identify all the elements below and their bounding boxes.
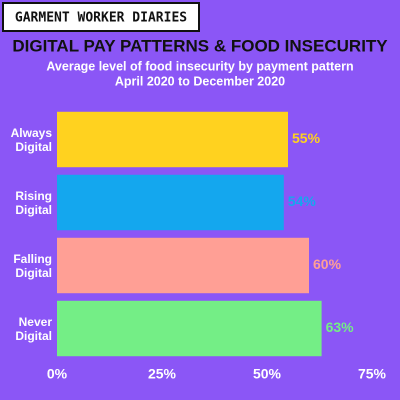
bar: [57, 300, 322, 357]
subtitle: Average level of food insecurity by paym…: [46, 59, 353, 73]
y-tick-label: Rising Digital: [15, 188, 52, 217]
y-tick-label: Never Digital: [15, 314, 52, 343]
y-tick-label: Falling Digital: [13, 251, 52, 280]
x-tick-label: 0%: [47, 366, 68, 382]
header-box: [2, 2, 200, 32]
value-label: 55%: [292, 130, 321, 146]
value-label: 60%: [313, 256, 342, 272]
subtitle: April 2020 to December 2020: [115, 74, 285, 88]
header: GARMENT WORKER DIARIES: [15, 11, 187, 26]
y-tick-label: Always Digital: [10, 125, 52, 154]
value-label: 63%: [326, 319, 355, 335]
chart-title: DIGITAL PAY PATTERNS & FOOD INSECURITY: [12, 36, 388, 55]
bar: [57, 174, 284, 231]
value-label: 54%: [288, 193, 317, 209]
x-tick-label: 50%: [253, 366, 282, 382]
x-tick-label: 75%: [358, 366, 387, 382]
x-tick-label: 25%: [148, 366, 177, 382]
bar: [57, 111, 288, 168]
bar: [57, 237, 309, 294]
